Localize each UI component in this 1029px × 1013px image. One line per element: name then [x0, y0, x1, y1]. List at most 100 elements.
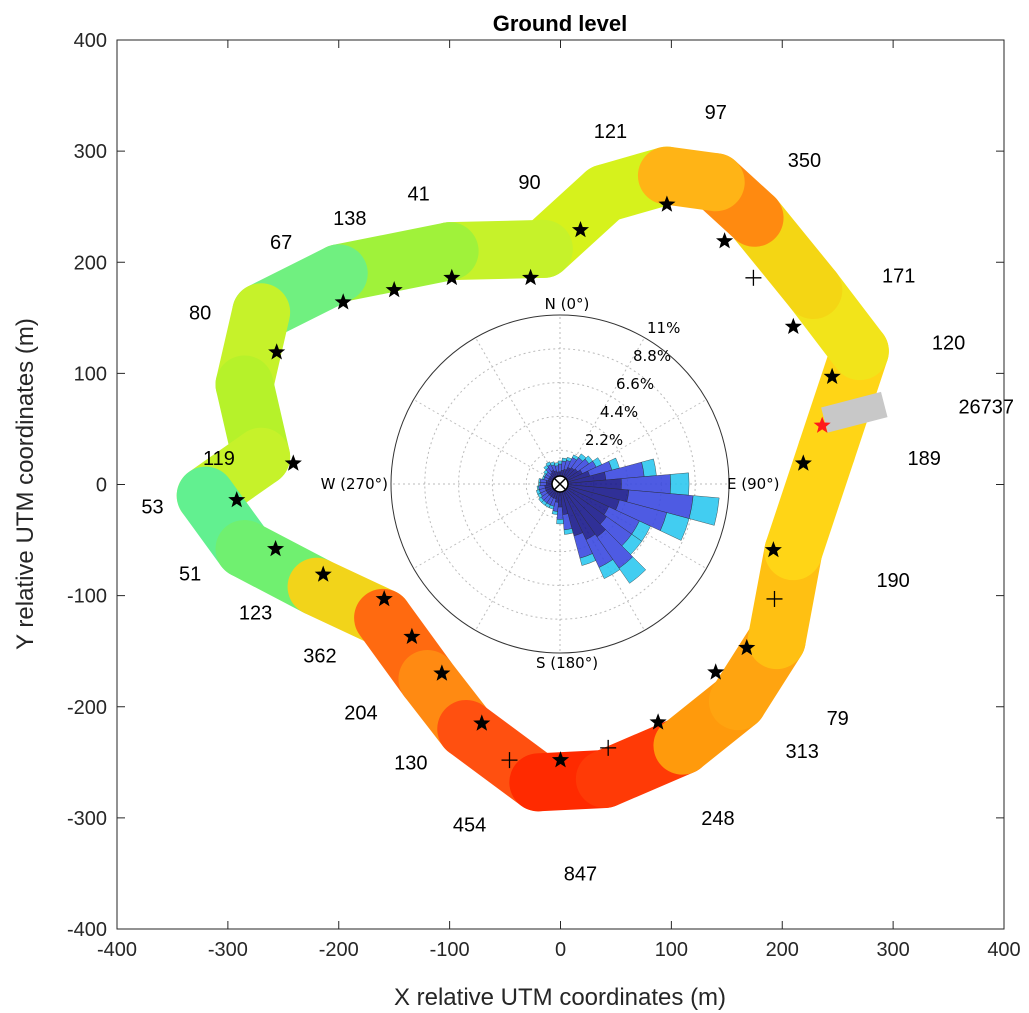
segment-label: 53	[141, 497, 163, 519]
y-tick-label: -400	[67, 919, 107, 941]
wind-rose-bar	[641, 458, 657, 477]
segment-label: 26737	[958, 397, 1014, 419]
segment-label: 350	[788, 150, 821, 172]
star-marker	[385, 281, 403, 298]
segment-label: 847	[564, 863, 597, 885]
wind-rose-spoke	[559, 483, 707, 569]
wind-rose-bar	[618, 556, 647, 584]
segment-label: 90	[518, 172, 540, 194]
segment-label: 80	[189, 302, 211, 324]
chart-title: Ground level	[493, 11, 627, 36]
y-tick-label: -200	[67, 697, 107, 719]
segment-label: 79	[827, 708, 849, 730]
direction-label-s: S (180°)	[536, 654, 598, 672]
x-tick-label: 200	[766, 939, 799, 961]
star-marker	[794, 454, 812, 471]
star-marker	[551, 751, 570, 768]
x-tick-labels: -400 -300 -200 -100 0 100 200 300 400	[97, 939, 1021, 961]
wind-rose-bar	[557, 460, 563, 465]
wind-rose-spoke	[559, 337, 645, 485]
star-marker	[738, 638, 756, 656]
radial-label-6-6: 6.6%	[616, 375, 654, 393]
wind-rose-bar	[688, 495, 720, 526]
segment-label: 51	[179, 563, 201, 585]
segment-label: 41	[407, 183, 429, 205]
star-marker	[403, 627, 421, 644]
star-marker	[268, 343, 286, 360]
x-tick-label: 300	[876, 939, 909, 961]
star-marker	[823, 367, 841, 384]
segment-label: 130	[394, 752, 427, 774]
x-tick-label: -100	[430, 939, 470, 961]
y-tick-label: 100	[74, 363, 107, 385]
wind-rose-bar	[538, 478, 541, 483]
star-marker	[314, 565, 332, 582]
segment-label: 97	[705, 102, 727, 124]
direction-label-n: N (0°)	[545, 295, 590, 313]
star-marker	[764, 541, 782, 558]
star-marker	[228, 491, 246, 508]
radial-label-4-4: 4.4%	[600, 403, 638, 421]
star-marker	[267, 540, 285, 557]
segment-labels: 97 121 350 90 41 138 67 171 80 120 26737 119 189 53 19…	[141, 102, 1014, 885]
star-marker	[716, 232, 734, 249]
ring-gray-segment	[821, 391, 888, 433]
segment-label: 123	[239, 602, 272, 624]
segment-label: 313	[786, 741, 819, 763]
segment-label: 454	[453, 815, 486, 837]
y-tick-label: 300	[74, 141, 107, 163]
wind-rose-spoke	[413, 399, 561, 485]
segment-label: 190	[876, 570, 909, 592]
star-marker	[649, 713, 667, 730]
plume-ring	[176, 146, 889, 812]
y-axis-label: Y relative UTM coordinates (m)	[12, 318, 39, 650]
star-marker	[433, 664, 451, 681]
ring-segment	[637, 146, 745, 212]
wind-rose-bar	[660, 512, 690, 541]
star-marker	[522, 268, 540, 286]
y-tick-label: -300	[67, 808, 107, 830]
y-tick-label: 200	[74, 252, 107, 274]
radial-label-2-2: 2.2%	[585, 431, 623, 449]
segment-label: 204	[344, 702, 377, 724]
star-marker	[443, 268, 461, 286]
star-marker	[784, 317, 802, 334]
direction-label-w: W (270°)	[321, 475, 388, 493]
radial-label-8-8: 8.8%	[633, 347, 671, 365]
segment-label: 121	[594, 121, 627, 143]
segment-label: 138	[333, 208, 366, 230]
star-marker	[658, 195, 676, 212]
segment-label: 362	[303, 646, 336, 668]
segment-label: 67	[270, 232, 292, 254]
wind-rose-bar	[536, 489, 541, 495]
wind-rose-bar	[554, 462, 559, 467]
star-marker	[334, 293, 352, 310]
x-tick-label: -400	[97, 939, 137, 961]
segment-label: 171	[882, 266, 915, 288]
radial-label-11: 11%	[647, 319, 680, 337]
segment-label: 119	[203, 448, 235, 470]
y-tick-label: 0	[96, 475, 107, 497]
wind-rose-bar	[598, 559, 621, 579]
wind-rose-spoke	[559, 483, 645, 631]
x-tick-label: -200	[319, 939, 359, 961]
x-tick-label: 100	[655, 939, 688, 961]
wind-rose: N (0°) E (90°) S (180°) W (270°) 11% 8.8…	[321, 295, 780, 672]
wind-rose-bar	[538, 496, 544, 503]
wind-rose-spoke	[475, 337, 561, 485]
y-tick-labels: 400 300 200 100 0 -100 -200 -300 -400	[67, 30, 107, 941]
segment-label: 120	[932, 332, 965, 354]
wind-rose-spoke	[475, 483, 561, 631]
direction-label-e: E (90°)	[727, 475, 780, 493]
wind-rose-bar	[669, 472, 690, 496]
axis-ticks	[116, 39, 1005, 930]
y-tick-label: -100	[67, 586, 107, 608]
star-marker	[284, 454, 302, 471]
wind-rose-bar	[579, 553, 596, 566]
wind-rose-bar	[550, 461, 556, 467]
star-marker	[473, 714, 491, 731]
star-marker	[707, 663, 725, 680]
wind-rose-center-cross-b	[553, 477, 567, 491]
star-marker	[375, 590, 393, 607]
wind-rose-bar	[536, 485, 540, 491]
